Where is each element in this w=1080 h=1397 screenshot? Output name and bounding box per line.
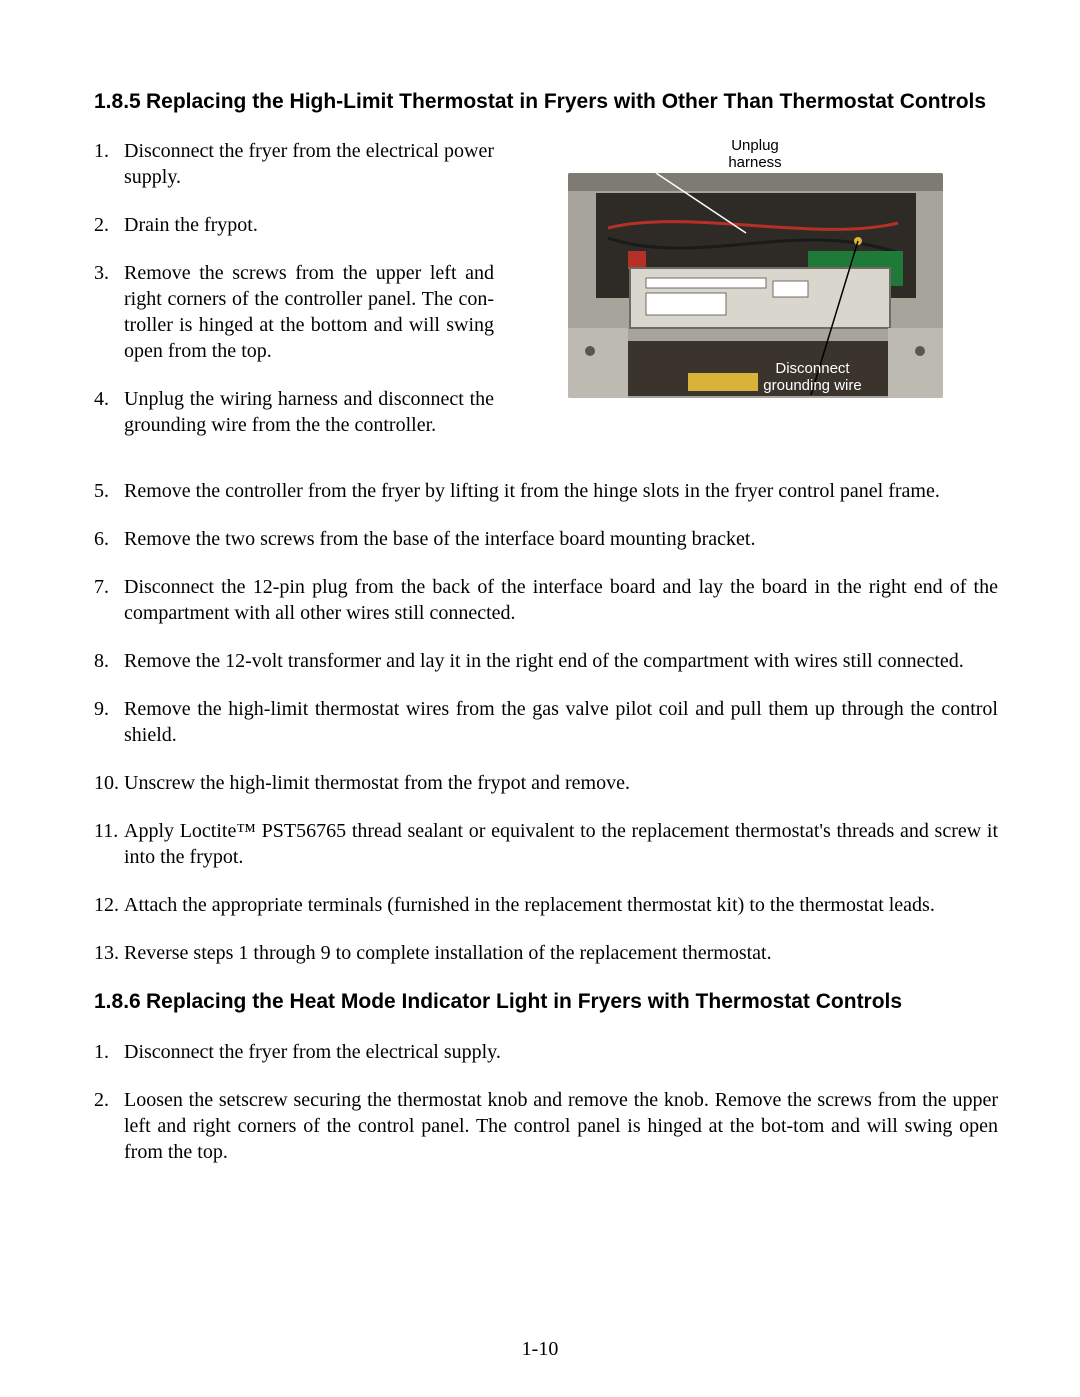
step-item: Reverse steps 1 through 9 to complete in… (94, 940, 998, 966)
step-item: Disconnect the fryer from the electrical… (94, 1039, 998, 1065)
step-text: Reverse steps 1 through 9 to complete in… (124, 940, 998, 966)
figure-caption-top: Unplugharness (728, 138, 781, 171)
page: 1.8.5 Replacing the High-Limit Thermosta… (0, 0, 1080, 1397)
step-text: Drain the frypot. (124, 212, 494, 238)
step-item: Disconnect the fryer from the electrical… (94, 138, 494, 190)
step-item: Drain the frypot. (94, 212, 494, 238)
step-item: Remove the 12-volt transformer and lay i… (94, 648, 998, 674)
step-text: Remove the two screws from the base of t… (124, 526, 998, 552)
figure-column: Unplugharness (512, 138, 998, 460)
steps-list-1-4: Disconnect the fryer from the electrical… (94, 138, 494, 438)
figure-caption-bottom: Disconnectgrounding wire (743, 360, 883, 395)
step-text: Disconnect the fryer from the electrical… (124, 1039, 998, 1065)
page-number: 1-10 (0, 1338, 1080, 1361)
section-1-8-5-heading: 1.8.5 Replacing the High-Limit Thermosta… (94, 88, 998, 116)
step-text: Disconnect the 12-pin plug from the back… (124, 574, 998, 626)
step-item: Loosen the setscrew securing the thermos… (94, 1087, 998, 1165)
section-1-8-6-heading: 1.8.6 Replacing the Heat Mode Indicator … (94, 988, 998, 1016)
step-text: Disconnect the fryer from the electrical… (124, 138, 494, 190)
steps-column-left: Disconnect the fryer from the electrical… (94, 138, 494, 460)
section-title: Replacing the Heat Mode Indicator Light … (146, 988, 998, 1016)
step-item: Apply Loctite™ PST56765 thread sealant o… (94, 818, 998, 870)
step-text: Loosen the setscrew securing the thermos… (124, 1087, 998, 1165)
step-item: Remove the high-limit thermostat wires f… (94, 696, 998, 748)
two-column-region: Disconnect the fryer from the electrical… (94, 138, 998, 460)
step-item: Remove the two screws from the base of t… (94, 526, 998, 552)
step-item: Attach the appropriate terminals (furnis… (94, 892, 998, 918)
step-item: Disconnect the 12-pin plug from the back… (94, 574, 998, 626)
step-text: Remove the screws from the upper left an… (124, 260, 494, 364)
step-item: Remove the screws from the upper left an… (94, 260, 494, 364)
step-text: Remove the high-limit thermostat wires f… (124, 696, 998, 748)
steps-list-sec2: Disconnect the fryer from the electrical… (94, 1039, 998, 1165)
section-title: Replacing the High-Limit Thermostat in F… (146, 88, 998, 116)
section-number: 1.8.6 (94, 988, 146, 1016)
step-text: Unplug the wiring harness and disconnect… (124, 386, 494, 438)
step-text: Remove the 12-volt transformer and lay i… (124, 648, 998, 674)
step-text: Apply Loctite™ PST56765 thread sealant o… (124, 818, 998, 870)
step-item: Unplug the wiring harness and disconnect… (94, 386, 494, 438)
step-text: Attach the appropriate terminals (furnis… (124, 892, 998, 918)
steps-list-5-13: Remove the controller from the fryer by … (94, 478, 998, 966)
section-number: 1.8.5 (94, 88, 146, 116)
step-text: Remove the controller from the fryer by … (124, 478, 998, 504)
fryer-controller-photo: Disconnectgrounding wire (568, 173, 943, 398)
step-text: Unscrew the high-limit thermostat from t… (124, 770, 998, 796)
step-item: Remove the controller from the fryer by … (94, 478, 998, 504)
step-item: Unscrew the high-limit thermostat from t… (94, 770, 998, 796)
